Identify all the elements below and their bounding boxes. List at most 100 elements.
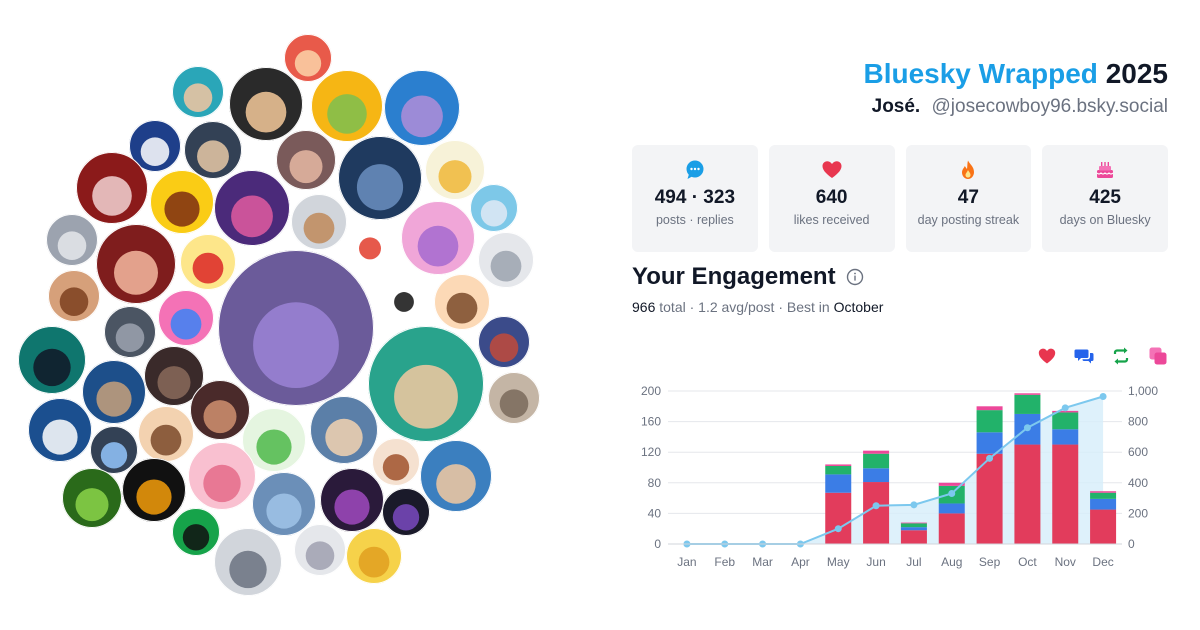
bar-segment[interactable] <box>900 522 927 524</box>
bar-segment[interactable] <box>938 503 965 514</box>
bar-segment[interactable] <box>976 453 1003 544</box>
stat-card-streak: 47 day posting streak <box>905 145 1032 252</box>
repost-icon[interactable] <box>1111 346 1131 366</box>
avatar[interactable] <box>188 442 256 510</box>
avatar[interactable] <box>48 270 100 322</box>
quote-icon[interactable] <box>1148 346 1168 366</box>
avatar[interactable] <box>470 184 518 232</box>
bar-segment[interactable] <box>825 492 852 544</box>
cumulative-point[interactable] <box>1099 393 1107 401</box>
avatar[interactable] <box>46 214 98 266</box>
bar-segment[interactable] <box>863 468 890 483</box>
cumulative-point[interactable] <box>986 454 994 462</box>
avatar[interactable] <box>478 316 530 368</box>
avatar[interactable] <box>96 224 176 304</box>
avatar[interactable] <box>350 224 390 264</box>
avatar[interactable] <box>478 232 534 288</box>
bar-segment[interactable] <box>1014 393 1041 395</box>
bar-segment[interactable] <box>900 530 927 544</box>
avatar[interactable] <box>90 426 138 474</box>
user-info: José. @josecowboy96.bsky.social <box>872 96 1168 118</box>
avatar[interactable] <box>252 472 316 536</box>
avatar[interactable] <box>180 234 236 290</box>
bar-segment[interactable] <box>976 432 1003 454</box>
avatar[interactable] <box>138 406 194 462</box>
avatar[interactable] <box>104 306 156 358</box>
bar-segment[interactable] <box>1052 444 1079 544</box>
avatar[interactable] <box>150 170 214 234</box>
bar-segment[interactable] <box>863 450 890 454</box>
bar-segment[interactable] <box>1052 412 1079 430</box>
avatar[interactable] <box>382 488 430 536</box>
avatar[interactable] <box>184 121 242 179</box>
cumulative-point[interactable] <box>1061 404 1069 412</box>
bar-segment[interactable] <box>1052 429 1079 445</box>
bar-segment[interactable] <box>900 527 927 531</box>
avatar[interactable] <box>338 136 422 220</box>
bar-segment[interactable] <box>976 406 1003 411</box>
avatar[interactable] <box>242 408 306 472</box>
avatar[interactable] <box>214 170 290 246</box>
avatar[interactable] <box>144 346 204 406</box>
avatar[interactable] <box>214 528 282 596</box>
avatar[interactable] <box>401 201 475 275</box>
avatar[interactable] <box>129 120 181 172</box>
avatar[interactable] <box>320 468 384 532</box>
avatar[interactable] <box>420 440 492 512</box>
bar-segment[interactable] <box>825 464 852 466</box>
speech-bubble-icon <box>686 160 704 179</box>
avatar[interactable] <box>276 130 336 190</box>
bar-segment[interactable] <box>938 513 965 544</box>
avatar[interactable] <box>425 140 485 200</box>
bar-segment[interactable] <box>863 482 890 544</box>
avatar[interactable] <box>158 290 214 346</box>
bar-segment[interactable] <box>976 410 1003 433</box>
bar-segment[interactable] <box>1090 498 1117 510</box>
info-icon[interactable] <box>846 268 864 286</box>
bar-segment[interactable] <box>938 482 965 486</box>
bar-segment[interactable] <box>1014 444 1041 544</box>
best-prefix: Best in <box>786 299 830 315</box>
avatar[interactable] <box>172 66 224 118</box>
cumulative-point[interactable] <box>872 502 880 510</box>
avatar[interactable] <box>386 280 422 316</box>
avatar[interactable] <box>291 194 347 250</box>
avatar[interactable] <box>76 152 148 224</box>
avatar[interactable] <box>218 250 374 406</box>
avatar[interactable] <box>62 468 122 528</box>
avatar[interactable] <box>310 396 378 464</box>
cumulative-point[interactable] <box>1023 424 1031 432</box>
avatar[interactable] <box>434 274 490 330</box>
user-handle[interactable]: @josecowboy96.bsky.social <box>931 96 1169 117</box>
cumulative-point[interactable] <box>834 525 842 533</box>
avatar[interactable] <box>229 67 303 141</box>
bar-segment[interactable] <box>1090 509 1117 544</box>
cumulative-point[interactable] <box>948 490 956 498</box>
wrapped-panel: Bluesky Wrapped 2025 José. @josecowboy96… <box>632 0 1168 630</box>
avatar[interactable] <box>384 70 460 146</box>
avatar[interactable] <box>372 438 420 486</box>
avatar[interactable] <box>346 528 402 584</box>
bar-segment[interactable] <box>1090 492 1117 499</box>
bar-segment[interactable] <box>825 474 852 493</box>
avatar[interactable] <box>82 360 146 424</box>
bar-segment[interactable] <box>1014 394 1041 414</box>
bar-segment[interactable] <box>825 465 852 475</box>
avatar[interactable] <box>311 70 383 142</box>
bar-segment[interactable] <box>1052 410 1079 413</box>
bar-segment[interactable] <box>1090 491 1117 493</box>
bar-segment[interactable] <box>863 453 890 469</box>
avatar[interactable] <box>122 458 186 522</box>
heart-icon[interactable] <box>1037 346 1057 366</box>
cumulative-point[interactable] <box>910 501 918 509</box>
avatar[interactable] <box>172 508 220 556</box>
avatar[interactable] <box>190 380 250 440</box>
avatar[interactable] <box>18 326 86 394</box>
reply-bubble-icon[interactable] <box>1074 346 1094 366</box>
avatar[interactable] <box>284 34 332 82</box>
bar-segment[interactable] <box>900 523 927 528</box>
avatar[interactable] <box>294 524 346 576</box>
avatar[interactable] <box>488 372 540 424</box>
avatar[interactable] <box>368 326 484 442</box>
avatar[interactable] <box>28 398 92 462</box>
